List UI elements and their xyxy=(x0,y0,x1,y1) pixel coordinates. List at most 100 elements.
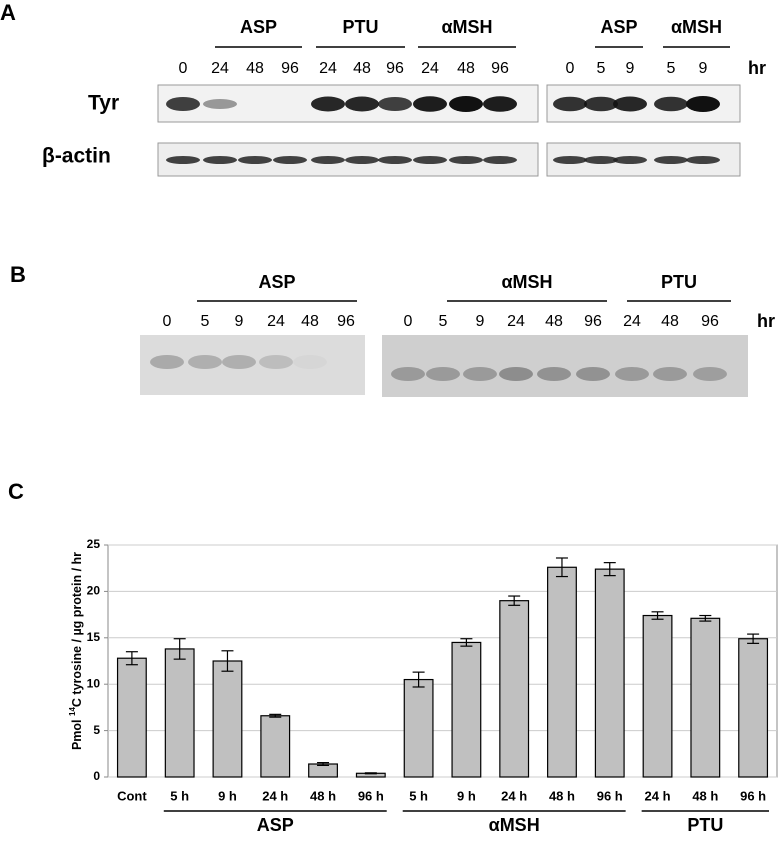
band xyxy=(686,156,720,164)
lane-label: 96 xyxy=(584,313,602,330)
x-tick-label: 24 h xyxy=(262,788,288,803)
band xyxy=(293,355,327,369)
band xyxy=(203,99,237,109)
bar xyxy=(260,715,291,778)
y-axis-label: Pmol 14C tyrosine / µg protein / hr xyxy=(68,552,84,750)
lane-label: 48 xyxy=(301,313,319,330)
bar xyxy=(547,566,577,778)
error-bar xyxy=(412,671,425,688)
band xyxy=(483,156,517,164)
band xyxy=(311,156,345,164)
bar xyxy=(642,614,673,778)
bar xyxy=(164,648,195,778)
panel-label: A xyxy=(0,0,16,25)
lane-label: 5 xyxy=(201,313,210,330)
unit-label: hr xyxy=(757,311,775,331)
error-bar xyxy=(699,614,712,622)
error-bar xyxy=(603,562,616,577)
band xyxy=(413,156,447,164)
band xyxy=(273,156,307,164)
row-label: β-actin xyxy=(42,145,111,168)
lane-label: 96 xyxy=(491,60,509,77)
group-label: αMSH xyxy=(441,17,492,37)
band xyxy=(537,367,571,381)
lane-label: 48 xyxy=(661,313,679,330)
lane-label: 48 xyxy=(457,60,475,77)
band xyxy=(584,156,618,164)
group-label: PTU xyxy=(661,272,697,292)
y-label-sup: 14 xyxy=(68,707,77,716)
error-bar xyxy=(508,595,521,606)
error-bar xyxy=(317,762,330,767)
group-label: ASP xyxy=(258,272,295,292)
row-label: Tyr xyxy=(88,92,119,115)
band xyxy=(499,367,533,381)
error-bar xyxy=(747,633,760,644)
group-label: αMSH xyxy=(671,17,722,37)
bar xyxy=(403,678,434,778)
band xyxy=(238,156,272,164)
band xyxy=(378,156,412,164)
band xyxy=(613,96,647,112)
lane-label: 9 xyxy=(476,313,485,330)
group-label: ASP xyxy=(600,17,637,37)
x-tick-label: 96 h xyxy=(740,788,766,803)
group-label: PTU xyxy=(343,17,379,37)
x-tick-label: 96 h xyxy=(358,788,384,803)
error-bar xyxy=(269,713,282,718)
band xyxy=(553,96,587,112)
bar xyxy=(499,600,530,778)
lane-label: 24 xyxy=(319,60,337,77)
lane-label: 24 xyxy=(421,60,439,77)
lane-label: 96 xyxy=(337,313,355,330)
band xyxy=(449,96,483,112)
bar xyxy=(451,641,482,778)
y-label-part: C tyrosine / µg protein / hr xyxy=(70,552,84,707)
band xyxy=(693,367,727,381)
x-tick-label: 5 h xyxy=(170,788,189,803)
lane-label: 0 xyxy=(566,60,575,77)
lane-label: 24 xyxy=(507,313,525,330)
unit-label: hr xyxy=(748,58,766,78)
y-label-part: Pmol xyxy=(70,716,84,750)
bar xyxy=(738,638,769,778)
group-label: PTU xyxy=(687,815,723,835)
band xyxy=(584,96,618,112)
lane-label: 0 xyxy=(404,313,413,330)
error-bar xyxy=(221,650,234,672)
band xyxy=(653,367,687,381)
x-tick-label: 9 h xyxy=(457,788,476,803)
x-tick-label: 48 h xyxy=(692,788,718,803)
x-tick-label: 24 h xyxy=(501,788,527,803)
band xyxy=(259,355,293,369)
plot-area xyxy=(107,544,778,778)
error-bar xyxy=(364,772,377,775)
bar xyxy=(212,660,243,778)
band xyxy=(166,156,200,164)
band xyxy=(426,367,460,381)
x-tick-label: 48 h xyxy=(549,788,575,803)
y-tick-label: 5 xyxy=(93,723,100,737)
lane-label: 5 xyxy=(597,60,606,77)
band xyxy=(345,96,379,112)
band xyxy=(345,156,379,164)
lane-label: 96 xyxy=(701,313,719,330)
lane-label: 5 xyxy=(667,60,676,77)
bar xyxy=(116,657,147,778)
band xyxy=(613,156,647,164)
lane-label: 48 xyxy=(545,313,563,330)
band xyxy=(391,367,425,381)
group-label: ASP xyxy=(257,815,294,835)
band xyxy=(483,96,517,112)
lane-label: 24 xyxy=(623,313,641,330)
band xyxy=(222,355,256,369)
error-bar xyxy=(173,638,186,660)
band xyxy=(576,367,610,381)
lane-label: 48 xyxy=(353,60,371,77)
lane-label: 9 xyxy=(235,313,244,330)
lane-label: 0 xyxy=(179,60,188,77)
band xyxy=(654,156,688,164)
band xyxy=(203,156,237,164)
group-label: αMSH xyxy=(489,815,540,835)
y-tick-label: 0 xyxy=(93,769,100,783)
